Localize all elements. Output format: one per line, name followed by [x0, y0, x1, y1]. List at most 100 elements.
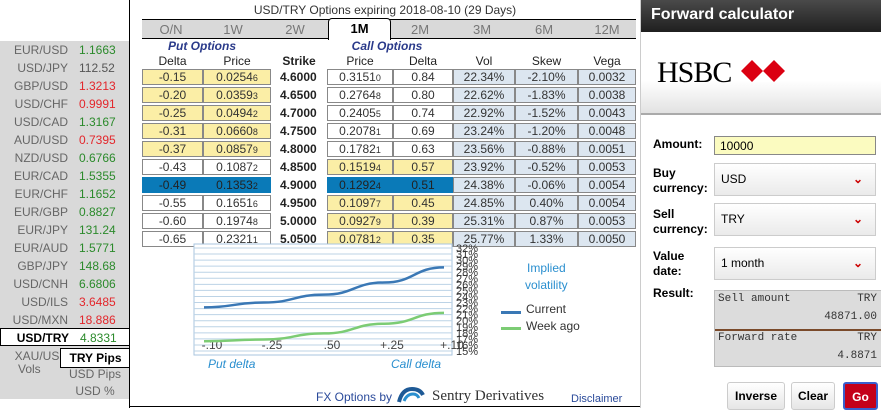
cell-call-delta[interactable]: 0.74	[393, 105, 453, 121]
rate-row-eur-cad[interactable]: EUR/CAD 1.5355	[0, 167, 129, 185]
cell-call-price[interactable]: 0.17821	[327, 141, 393, 157]
amount-input[interactable]	[714, 136, 876, 155]
tab-on[interactable]: O/N	[159, 22, 183, 37]
units-option-usd-[interactable]: USD %	[75, 384, 115, 398]
tab-2w[interactable]: 2W	[285, 22, 305, 37]
rate-row-aud-usd[interactable]: AUD/USD 0.7395	[0, 131, 129, 149]
cell-skew[interactable]: -1.83%	[515, 87, 578, 103]
tab-12m[interactable]: 12M	[594, 22, 620, 37]
rate-row-gbp-jpy[interactable]: GBP/JPY 148.68	[0, 257, 129, 275]
sell-currency-select[interactable]: TRY ⌄	[714, 203, 876, 236]
cell-put-price[interactable]: 0.16516	[203, 195, 271, 211]
rate-row-eur-chf[interactable]: EUR/CHF 1.1652	[0, 185, 129, 203]
cell-vol[interactable]: 23.56%	[453, 141, 515, 157]
cell-call-price[interactable]: 0.12924	[327, 177, 393, 193]
cell-put-delta[interactable]: -0.60	[142, 213, 203, 229]
cell-skew[interactable]: -0.88%	[515, 141, 578, 157]
cell-call-price[interactable]: 0.10977	[327, 195, 393, 211]
cell-call-delta[interactable]: 0.80	[393, 87, 453, 103]
cell-call-delta[interactable]: 0.39	[393, 213, 453, 229]
cell-call-price[interactable]: 0.09279	[327, 213, 393, 229]
cell-call-price[interactable]: 0.15194	[327, 159, 393, 175]
cell-vega[interactable]: 0.0048	[578, 123, 636, 139]
cell-call-price[interactable]: 0.24055	[327, 105, 393, 121]
cell-put-price[interactable]: 0.19748	[203, 213, 271, 229]
cell-put-delta[interactable]: -0.55	[142, 195, 203, 211]
cell-put-delta[interactable]: -0.25	[142, 105, 203, 121]
cell-put-delta[interactable]: -0.20	[142, 87, 203, 103]
cell-call-delta[interactable]: 0.69	[393, 123, 453, 139]
cell-vega[interactable]: 0.0054	[578, 195, 636, 211]
cell-call-delta[interactable]: 0.63	[393, 141, 453, 157]
cell-put-price[interactable]: 0.13532	[203, 177, 271, 193]
cell-skew[interactable]: -1.20%	[515, 123, 578, 139]
rate-row-eur-gbp[interactable]: EUR/GBP 0.8827	[0, 203, 129, 221]
cell-put-delta[interactable]: -0.37	[142, 141, 203, 157]
cell-vol[interactable]: 24.85%	[453, 195, 515, 211]
go-button[interactable]: Go	[843, 382, 878, 410]
cell-vega[interactable]: 0.0051	[578, 141, 636, 157]
cell-vol[interactable]: 25.77%	[453, 231, 515, 247]
cell-call-delta[interactable]: 0.45	[393, 195, 453, 211]
cell-vega[interactable]: 0.0043	[578, 105, 636, 121]
cell-vega[interactable]: 0.0053	[578, 159, 636, 175]
cell-call-delta[interactable]: 0.84	[393, 69, 453, 85]
cell-call-delta[interactable]: 0.57	[393, 159, 453, 175]
cell-vega[interactable]: 0.0053	[578, 213, 636, 229]
value-date-select[interactable]: 1 month ⌄	[714, 247, 876, 280]
cell-put-price[interactable]: 0.08579	[203, 141, 271, 157]
cell-vega[interactable]: 0.0050	[578, 231, 636, 247]
rate-row-eur-usd[interactable]: EUR/USD 1.1663	[0, 41, 129, 59]
cell-vol[interactable]: 24.38%	[453, 177, 515, 193]
rate-row-usd-jpy[interactable]: USD/JPY 112.52	[0, 59, 129, 77]
units-option-try-pips[interactable]: TRY Pips	[60, 348, 130, 368]
tab-3m[interactable]: 3M	[472, 22, 492, 37]
rate-row-eur-aud[interactable]: EUR/AUD 1.5771	[0, 239, 129, 257]
cell-vol[interactable]: 22.34%	[453, 69, 515, 85]
disclaimer-link[interactable]: Disclaimer	[571, 393, 623, 405]
cell-vol[interactable]: 23.92%	[453, 159, 515, 175]
cell-vega[interactable]: 0.0038	[578, 87, 636, 103]
cell-put-price[interactable]: 0.04942	[203, 105, 271, 121]
rate-row-usd-ils[interactable]: USD/ILS 3.6485	[0, 293, 129, 311]
cell-call-price[interactable]: 0.31510	[327, 69, 393, 85]
cell-put-delta[interactable]: -0.43	[142, 159, 203, 175]
rate-row-gbp-usd[interactable]: GBP/USD 1.3213	[0, 77, 129, 95]
cell-skew[interactable]: 1.33%	[515, 231, 578, 247]
cell-vol[interactable]: 22.92%	[453, 105, 515, 121]
cell-put-delta[interactable]: -0.49	[142, 177, 203, 193]
rate-row-eur-jpy[interactable]: EUR/JPY 131.24	[0, 221, 129, 239]
cell-call-price[interactable]: 0.07812	[327, 231, 393, 247]
cell-call-delta[interactable]: 0.51	[393, 177, 453, 193]
rate-row-usd-mxn[interactable]: USD/MXN 18.886	[0, 311, 129, 329]
cell-skew[interactable]: -0.06%	[515, 177, 578, 193]
cell-vol[interactable]: 22.62%	[453, 87, 515, 103]
cell-put-delta[interactable]: -0.31	[142, 123, 203, 139]
cell-vega[interactable]: 0.0032	[578, 69, 636, 85]
inverse-button[interactable]: Inverse	[727, 382, 785, 410]
cell-skew[interactable]: 0.40%	[515, 195, 578, 211]
cell-skew[interactable]: -1.52%	[515, 105, 578, 121]
rate-row-nzd-usd[interactable]: NZD/USD 0.6766	[0, 149, 129, 167]
cell-vol[interactable]: 23.24%	[453, 123, 515, 139]
cell-skew[interactable]: 0.87%	[515, 213, 578, 229]
cell-put-delta[interactable]: -0.15	[142, 69, 203, 85]
rate-row-usd-cnh[interactable]: USD/CNH 6.6806	[0, 275, 129, 293]
clear-button[interactable]: Clear	[791, 382, 835, 410]
sentry-derivatives-link[interactable]: Sentry Derivatives	[432, 388, 545, 404]
tab-2m[interactable]: 2M	[410, 22, 430, 37]
units-option-usd-pips[interactable]: USD Pips	[68, 367, 121, 381]
tab-1m[interactable]: 1M	[328, 18, 391, 40]
cell-skew[interactable]: -2.10%	[515, 69, 578, 85]
rate-row-usd-cad[interactable]: USD/CAD 1.3167	[0, 113, 129, 131]
cell-vol[interactable]: 25.31%	[453, 213, 515, 229]
tab-6m[interactable]: 6M	[534, 22, 554, 37]
cell-put-price[interactable]: 0.02546	[203, 69, 271, 85]
cell-put-price[interactable]: 0.06608	[203, 123, 271, 139]
buy-currency-select[interactable]: USD ⌄	[714, 163, 876, 196]
rate-row-usd-chf[interactable]: USD/CHF 0.9991	[0, 95, 129, 113]
cell-call-price[interactable]: 0.27648	[327, 87, 393, 103]
cell-skew[interactable]: -0.52%	[515, 159, 578, 175]
cell-put-price[interactable]: 0.10872	[203, 159, 271, 175]
rate-row-usd-try[interactable]: USD/TRY 4.8331	[0, 328, 130, 346]
